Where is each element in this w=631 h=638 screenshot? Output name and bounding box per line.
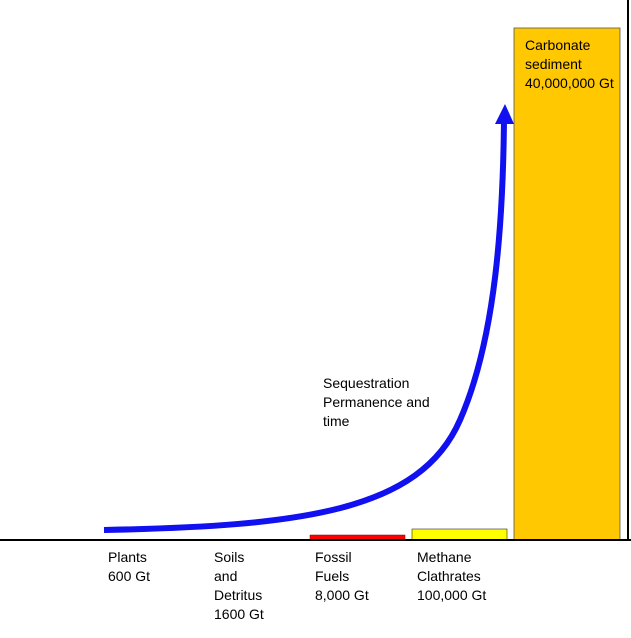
annotation: Sequestration bbox=[323, 375, 409, 391]
pool-name: Methane bbox=[417, 549, 472, 565]
pool-name: and bbox=[214, 568, 237, 584]
pool-name: Detritus bbox=[214, 587, 262, 603]
pool-name: Soils bbox=[214, 549, 244, 565]
pool-name: sediment bbox=[525, 56, 582, 72]
pool-amount: 40,000,000 Gt bbox=[525, 75, 614, 91]
arrow-head bbox=[495, 104, 514, 124]
pool-amount: 100,000 Gt bbox=[417, 587, 486, 603]
pool-name: Carbonate bbox=[525, 37, 591, 53]
pool-amount: 600 Gt bbox=[108, 568, 150, 584]
pool-name: Fossil bbox=[315, 549, 352, 565]
pool-name: Plants bbox=[108, 549, 147, 565]
annotation: Permanence and bbox=[323, 394, 430, 410]
carbonate-bar bbox=[513, 27, 621, 541]
pool-name: Fuels bbox=[315, 568, 349, 584]
pool-amount: 1600 Gt bbox=[214, 606, 264, 622]
pool-amount: 8,000 Gt bbox=[315, 587, 369, 603]
arrow-curve bbox=[103, 119, 507, 533]
methane-bar bbox=[411, 528, 508, 541]
pool-name: Clathrates bbox=[417, 568, 481, 584]
labels: Plants 600 Gt Soils and Detritus 1600 Gt Fossi… bbox=[108, 37, 614, 622]
annotation: time bbox=[323, 413, 350, 429]
